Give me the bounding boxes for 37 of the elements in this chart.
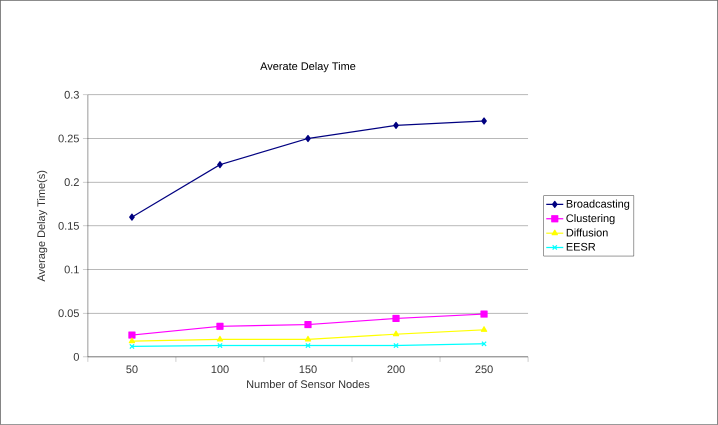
point xyxy=(305,134,311,142)
y-tick-label: 0.05 xyxy=(58,309,79,318)
point xyxy=(392,314,400,322)
legend-label: Diffusion xyxy=(566,228,608,237)
y-tick-label: 0.25 xyxy=(58,134,79,142)
point xyxy=(129,214,135,221)
y-tick-label: 0.2 xyxy=(64,178,79,186)
point xyxy=(128,338,136,344)
point xyxy=(217,342,223,348)
point xyxy=(304,336,312,342)
legend-label: Clustering xyxy=(566,214,614,224)
y-tick-label: 0.1 xyxy=(64,266,79,274)
point xyxy=(481,117,487,125)
x-tick-label: 200 xyxy=(387,365,405,374)
point xyxy=(217,161,223,168)
y-tick-label: 0.15 xyxy=(58,222,79,230)
x-tick-label: 50 xyxy=(126,365,138,374)
point xyxy=(480,326,488,332)
legend-label: EESR xyxy=(566,242,596,251)
point xyxy=(393,342,399,348)
x-axis-title: Number of Sensor Nodes xyxy=(247,380,370,388)
point xyxy=(393,122,399,130)
point xyxy=(216,322,224,330)
point xyxy=(304,320,312,328)
point xyxy=(305,342,311,348)
y-tick-label: 0.3 xyxy=(64,90,79,99)
legend-label: Broadcasting xyxy=(566,200,630,210)
point xyxy=(392,330,400,336)
y-tick-label: 0 xyxy=(74,353,79,361)
y-axis-title: Average Delay Time(s) xyxy=(37,170,48,282)
x-tick-label: 150 xyxy=(300,365,317,374)
point xyxy=(480,310,488,318)
chart-title: Averate Delay Time xyxy=(260,62,356,72)
x-tick-label: 100 xyxy=(212,365,229,374)
point xyxy=(128,331,136,339)
point xyxy=(216,336,224,342)
x-tick-label: 250 xyxy=(475,365,493,374)
